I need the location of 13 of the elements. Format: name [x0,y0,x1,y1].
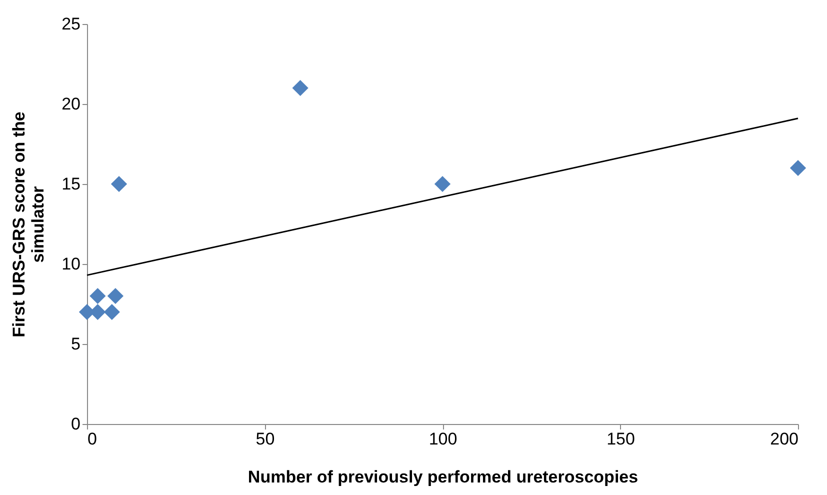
y-tick-label: 10 [62,254,80,274]
x-tick-label: 0 [88,430,97,448]
x-tick-label: 150 [606,430,635,448]
y-axis-title: First URS-GRS score on the simulator [10,112,48,338]
y-tick-label: 0 [71,414,80,434]
x-tick-label: 100 [428,430,458,448]
x-tick-label: 50 [256,430,275,448]
y-tick-label: 15 [62,174,80,194]
x-axis-title: Number of previously performed ureteroscopies [248,468,638,486]
y-tick-label: 25 [62,14,80,34]
y-tick-label: 20 [62,94,80,114]
y-tick-label: 5 [71,334,80,354]
x-tick-label: 200 [770,430,798,448]
